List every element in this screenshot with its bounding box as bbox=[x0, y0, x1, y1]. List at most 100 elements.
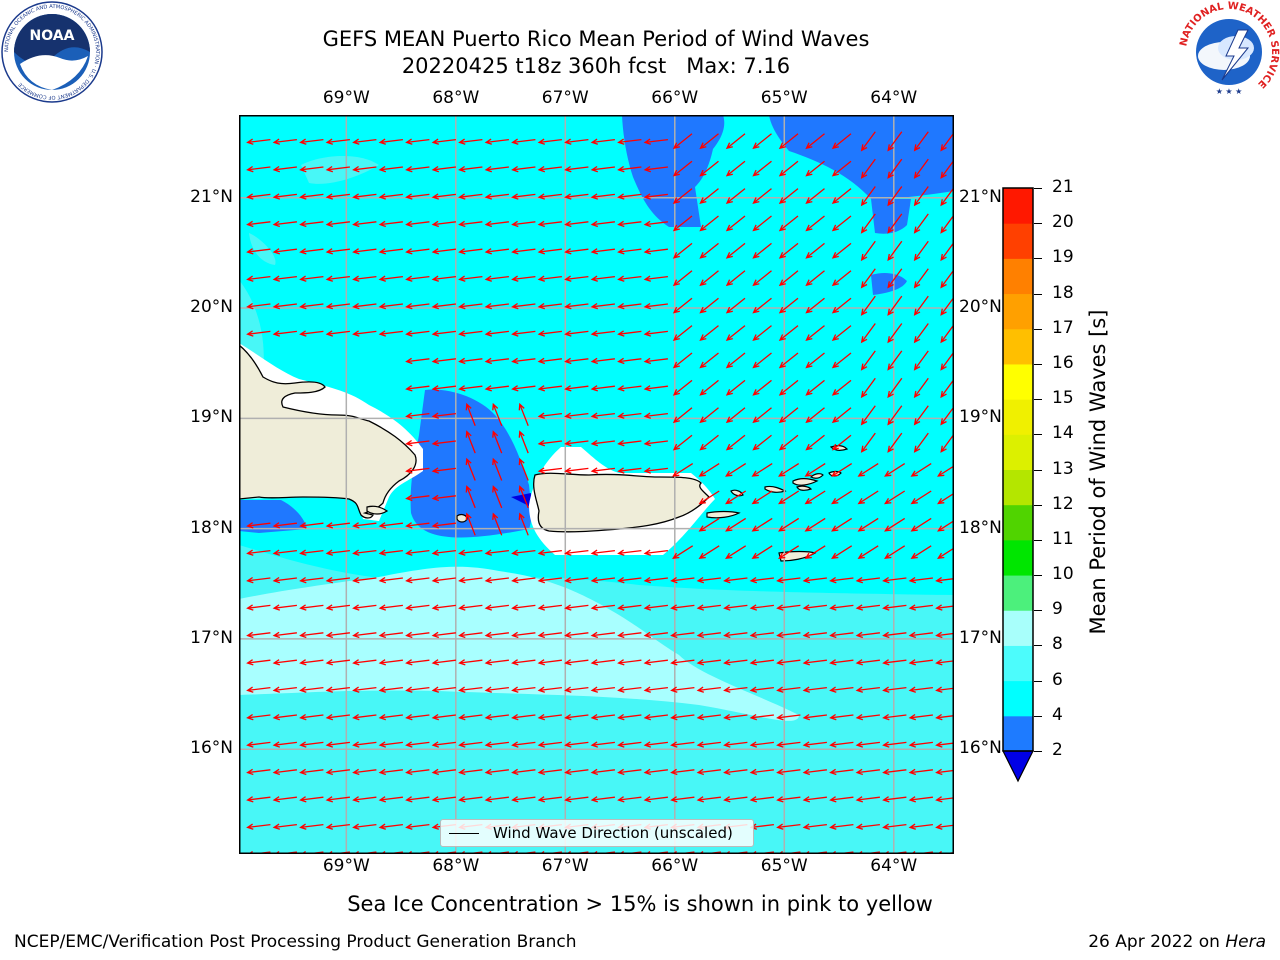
wind-wave-arrow bbox=[564, 385, 589, 392]
wind-wave-arrow bbox=[643, 686, 668, 693]
wind-wave-arrow bbox=[378, 823, 403, 830]
wind-wave-arrow bbox=[887, 213, 903, 234]
wind-wave-arrow bbox=[887, 295, 903, 316]
wind-wave-direction-arrows bbox=[246, 131, 954, 854]
wind-wave-arrow bbox=[246, 659, 271, 666]
wind-wave-arrow bbox=[778, 517, 800, 532]
wind-wave-arrow bbox=[272, 248, 297, 255]
wind-wave-arrow bbox=[723, 741, 748, 748]
wind-wave-arrow bbox=[246, 549, 271, 556]
wind-wave-arrow bbox=[378, 193, 403, 200]
wind-wave-arrow bbox=[908, 768, 933, 776]
wind-wave-arrow bbox=[882, 741, 907, 748]
wind-wave-arrow bbox=[643, 193, 668, 200]
wind-wave-arrow bbox=[352, 823, 377, 830]
wind-wave-arrow bbox=[882, 796, 907, 803]
colorbar-tick-label: 13 bbox=[1052, 458, 1074, 479]
wind-wave-arrow bbox=[511, 604, 536, 611]
wind-wave-arrow bbox=[325, 522, 350, 529]
wind-wave-arrow bbox=[617, 576, 642, 584]
wind-wave-arrow bbox=[617, 659, 642, 666]
wind-wave-arrow bbox=[882, 713, 907, 721]
wind-wave-arrow bbox=[913, 295, 929, 316]
wind-wave-arrow bbox=[511, 713, 536, 721]
wind-wave-arrow bbox=[431, 385, 456, 392]
wind-wave-arrow bbox=[378, 768, 403, 776]
wind-wave-arrow bbox=[643, 741, 668, 748]
wind-wave-arrow bbox=[860, 186, 876, 207]
lon-label-bottom: 69°W bbox=[322, 856, 370, 876]
wind-wave-arrow bbox=[465, 485, 476, 509]
wind-wave-arrow bbox=[831, 325, 852, 341]
wind-wave-arrow bbox=[431, 659, 456, 666]
wind-wave-arrow bbox=[831, 215, 852, 232]
colorbar-cell bbox=[1003, 223, 1033, 259]
wind-wave-arrow bbox=[829, 604, 854, 611]
wind-wave-arrow bbox=[699, 325, 719, 341]
wind-wave-arrow bbox=[590, 138, 615, 145]
wind-wave-arrow bbox=[484, 275, 509, 282]
wind-wave-arrow bbox=[405, 439, 430, 447]
wind-wave-arrow bbox=[776, 713, 801, 721]
wind-wave-arrow bbox=[749, 686, 774, 693]
colorbar-cell bbox=[1003, 469, 1033, 506]
wind-wave-arrow bbox=[860, 295, 876, 316]
wind-wave-arrow bbox=[590, 412, 615, 419]
wind-wave-arrow bbox=[405, 248, 430, 255]
colorbar-tick-mark bbox=[1034, 645, 1042, 647]
wind-wave-arrow bbox=[749, 796, 774, 803]
svg-text:★ ★ ★: ★ ★ ★ bbox=[1216, 87, 1243, 96]
wind-wave-arrow bbox=[829, 576, 854, 584]
wind-wave-arrow bbox=[617, 631, 642, 639]
colorbar-tick-mark bbox=[1034, 363, 1042, 365]
wind-wave-arrow bbox=[484, 165, 509, 173]
wind-wave-arrow bbox=[672, 215, 693, 232]
wind-wave-arrow bbox=[272, 193, 297, 200]
wind-wave-arrow bbox=[776, 796, 801, 803]
band-8-9 bbox=[239, 566, 799, 721]
wind-wave-arrow bbox=[590, 330, 615, 337]
wind-wave-arrow bbox=[617, 275, 642, 282]
wind-wave-arrow bbox=[405, 741, 430, 748]
wind-wave-arrow bbox=[723, 604, 748, 611]
wind-wave-arrow bbox=[643, 549, 668, 556]
wind-wave-arrow bbox=[458, 796, 483, 803]
wind-wave-arrow bbox=[431, 439, 456, 447]
wind-wave-arrow bbox=[752, 325, 772, 341]
lat-label-left: 20°N bbox=[190, 297, 233, 318]
wind-wave-arrow bbox=[431, 275, 456, 282]
wind-wave-arrow bbox=[465, 430, 476, 454]
wind-wave-arrow bbox=[537, 549, 562, 556]
colorbar-cell bbox=[1003, 715, 1033, 752]
wind-wave-arrow bbox=[935, 823, 954, 830]
colorbar-tick-label: 6 bbox=[1052, 669, 1063, 690]
wind-wave-arrow bbox=[458, 741, 483, 748]
wind-wave-arrow bbox=[325, 248, 350, 255]
wind-wave-arrow bbox=[670, 768, 695, 776]
wind-wave-arrow bbox=[272, 522, 297, 529]
wind-wave-arrow bbox=[299, 604, 324, 611]
wind-wave-arrow bbox=[352, 330, 377, 337]
wind-wave-arrow bbox=[643, 412, 668, 419]
wind-wave-arrow bbox=[518, 430, 529, 454]
lat-label-right: 19°N bbox=[959, 407, 1002, 428]
colorbar-tick-mark bbox=[1034, 504, 1042, 506]
wind-wave-arrow bbox=[913, 158, 929, 179]
wind-wave-arrow bbox=[855, 823, 880, 830]
wind-wave-arrow bbox=[778, 270, 799, 287]
wind-wave-arrow bbox=[908, 686, 933, 693]
wind-wave-arrow bbox=[672, 188, 693, 204]
wind-wave-arrow bbox=[776, 768, 801, 776]
wind-wave-arrow bbox=[935, 659, 954, 666]
wind-wave-arrow bbox=[725, 434, 746, 451]
wind-wave-arrow bbox=[617, 220, 642, 228]
wind-wave-arrow bbox=[670, 576, 695, 584]
wind-wave-arrow bbox=[299, 220, 324, 228]
wind-wave-arrow bbox=[537, 220, 562, 228]
wind-wave-arrow bbox=[537, 385, 562, 392]
wind-wave-arrow bbox=[590, 275, 615, 282]
wind-wave-arrow bbox=[590, 768, 615, 776]
wind-wave-arrow bbox=[511, 686, 536, 693]
wind-wave-arrow bbox=[590, 165, 615, 173]
wind-wave-arrow bbox=[725, 352, 746, 369]
